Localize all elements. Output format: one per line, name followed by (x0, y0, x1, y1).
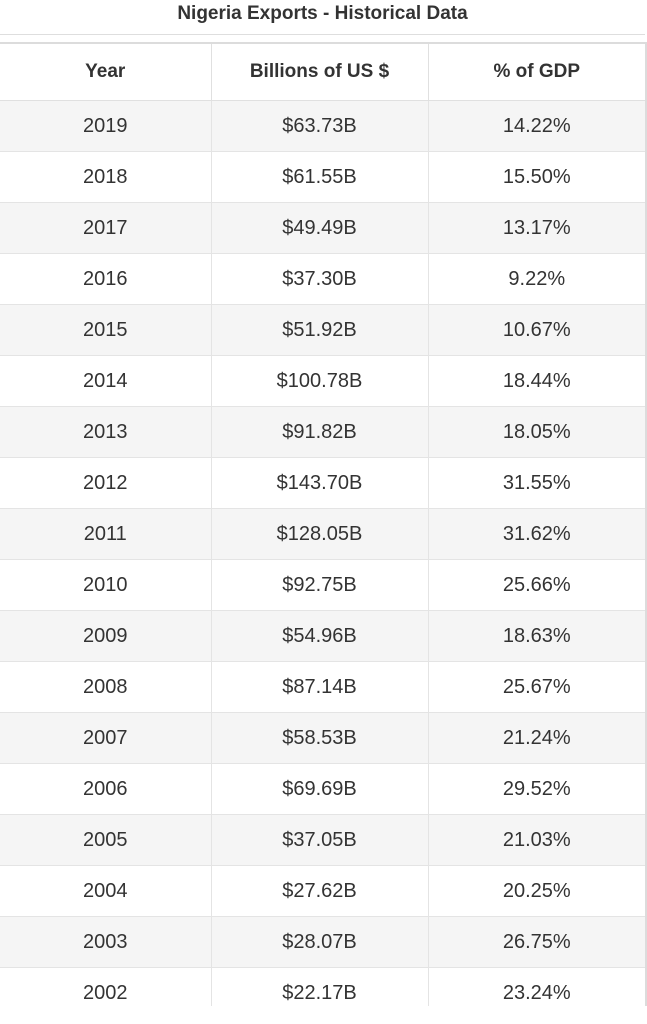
table-row: 2003 $28.07B 26.75% (0, 916, 645, 968)
cell-percent-gdp: 18.05% (428, 406, 645, 458)
cell-year: 2008 (0, 661, 212, 713)
cell-year: 2011 (0, 508, 212, 560)
cell-billions-usd: $58.53B (211, 712, 429, 764)
cell-percent-gdp: 26.75% (428, 916, 645, 968)
data-table-container: Year Billions of US $ % of GDP 2019 $63.7… (0, 42, 647, 1019)
cell-percent-gdp: 18.63% (428, 610, 645, 662)
cell-percent-gdp: 31.62% (428, 508, 645, 560)
header-year[interactable]: Year (0, 44, 212, 101)
table-row: 2016 $37.30B 9.22% (0, 253, 645, 305)
cell-billions-usd: $128.05B (211, 508, 429, 560)
table-row: 2005 $37.05B 21.03% (0, 814, 645, 866)
cell-percent-gdp: 14.22% (428, 100, 645, 152)
cell-percent-gdp: 20.25% (428, 865, 645, 917)
table-row: 2014 $100.78B 18.44% (0, 355, 645, 407)
cell-year: 2007 (0, 712, 212, 764)
table-row: 2011 $128.05B 31.62% (0, 508, 645, 560)
table-title: Nigeria Exports - Historical Data (0, 0, 645, 35)
cell-billions-usd: $87.14B (211, 661, 429, 713)
cell-billions-usd: $100.78B (211, 355, 429, 407)
cell-billions-usd: $49.49B (211, 202, 429, 254)
cell-percent-gdp: 31.55% (428, 457, 645, 509)
table-row: 2006 $69.69B 29.52% (0, 763, 645, 815)
cell-billions-usd: $28.07B (211, 916, 429, 968)
page-bottom-mask (0, 1006, 647, 1024)
table-row: 2012 $143.70B 31.55% (0, 457, 645, 509)
cell-billions-usd: $37.30B (211, 253, 429, 305)
cell-percent-gdp: 15.50% (428, 151, 645, 203)
cell-percent-gdp: 10.67% (428, 304, 645, 356)
cell-billions-usd: $143.70B (211, 457, 429, 509)
table-row: 2004 $27.62B 20.25% (0, 865, 645, 917)
cell-year: 2016 (0, 253, 212, 305)
cell-billions-usd: $92.75B (211, 559, 429, 611)
cell-year: 2003 (0, 916, 212, 968)
cell-billions-usd: $61.55B (211, 151, 429, 203)
cell-percent-gdp: 18.44% (428, 355, 645, 407)
cell-year: 2015 (0, 304, 212, 356)
table-row: 2010 $92.75B 25.66% (0, 559, 645, 611)
table-row: 2013 $91.82B 18.05% (0, 406, 645, 458)
cell-percent-gdp: 13.17% (428, 202, 645, 254)
cell-billions-usd: $37.05B (211, 814, 429, 866)
header-percent-gdp[interactable]: % of GDP (428, 44, 645, 101)
cell-year: 2005 (0, 814, 212, 866)
cell-percent-gdp: 9.22% (428, 253, 645, 305)
table-body: 2019 $63.73B 14.22% 2018 $61.55B 15.50% 2017 $4… (0, 100, 645, 1019)
cell-year: 2010 (0, 559, 212, 611)
cell-percent-gdp: 25.66% (428, 559, 645, 611)
table-row: 2008 $87.14B 25.67% (0, 661, 645, 713)
table-row: 2019 $63.73B 14.22% (0, 100, 645, 152)
cell-billions-usd: $69.69B (211, 763, 429, 815)
table-row: 2018 $61.55B 15.50% (0, 151, 645, 203)
table-header-row: Year Billions of US $ % of GDP (0, 44, 645, 101)
data-table: Year Billions of US $ % of GDP 2019 $63.7… (0, 44, 645, 1019)
cell-year: 2013 (0, 406, 212, 458)
cell-year: 2014 (0, 355, 212, 407)
table-row: 2009 $54.96B 18.63% (0, 610, 645, 662)
table-row: 2015 $51.92B 10.67% (0, 304, 645, 356)
cell-year: 2012 (0, 457, 212, 509)
cell-percent-gdp: 21.24% (428, 712, 645, 764)
cell-percent-gdp: 21.03% (428, 814, 645, 866)
cell-percent-gdp: 29.52% (428, 763, 645, 815)
cell-billions-usd: $63.73B (211, 100, 429, 152)
header-billions-usd[interactable]: Billions of US $ (211, 44, 429, 101)
cell-year: 2009 (0, 610, 212, 662)
cell-year: 2017 (0, 202, 212, 254)
table-row: 2017 $49.49B 13.17% (0, 202, 645, 254)
cell-year: 2006 (0, 763, 212, 815)
cell-year: 2019 (0, 100, 212, 152)
cell-billions-usd: $54.96B (211, 610, 429, 662)
cell-year: 2004 (0, 865, 212, 917)
cell-year: 2018 (0, 151, 212, 203)
table-row: 2007 $58.53B 21.24% (0, 712, 645, 764)
cell-billions-usd: $27.62B (211, 865, 429, 917)
cell-percent-gdp: 25.67% (428, 661, 645, 713)
cell-billions-usd: $91.82B (211, 406, 429, 458)
cell-billions-usd: $51.92B (211, 304, 429, 356)
